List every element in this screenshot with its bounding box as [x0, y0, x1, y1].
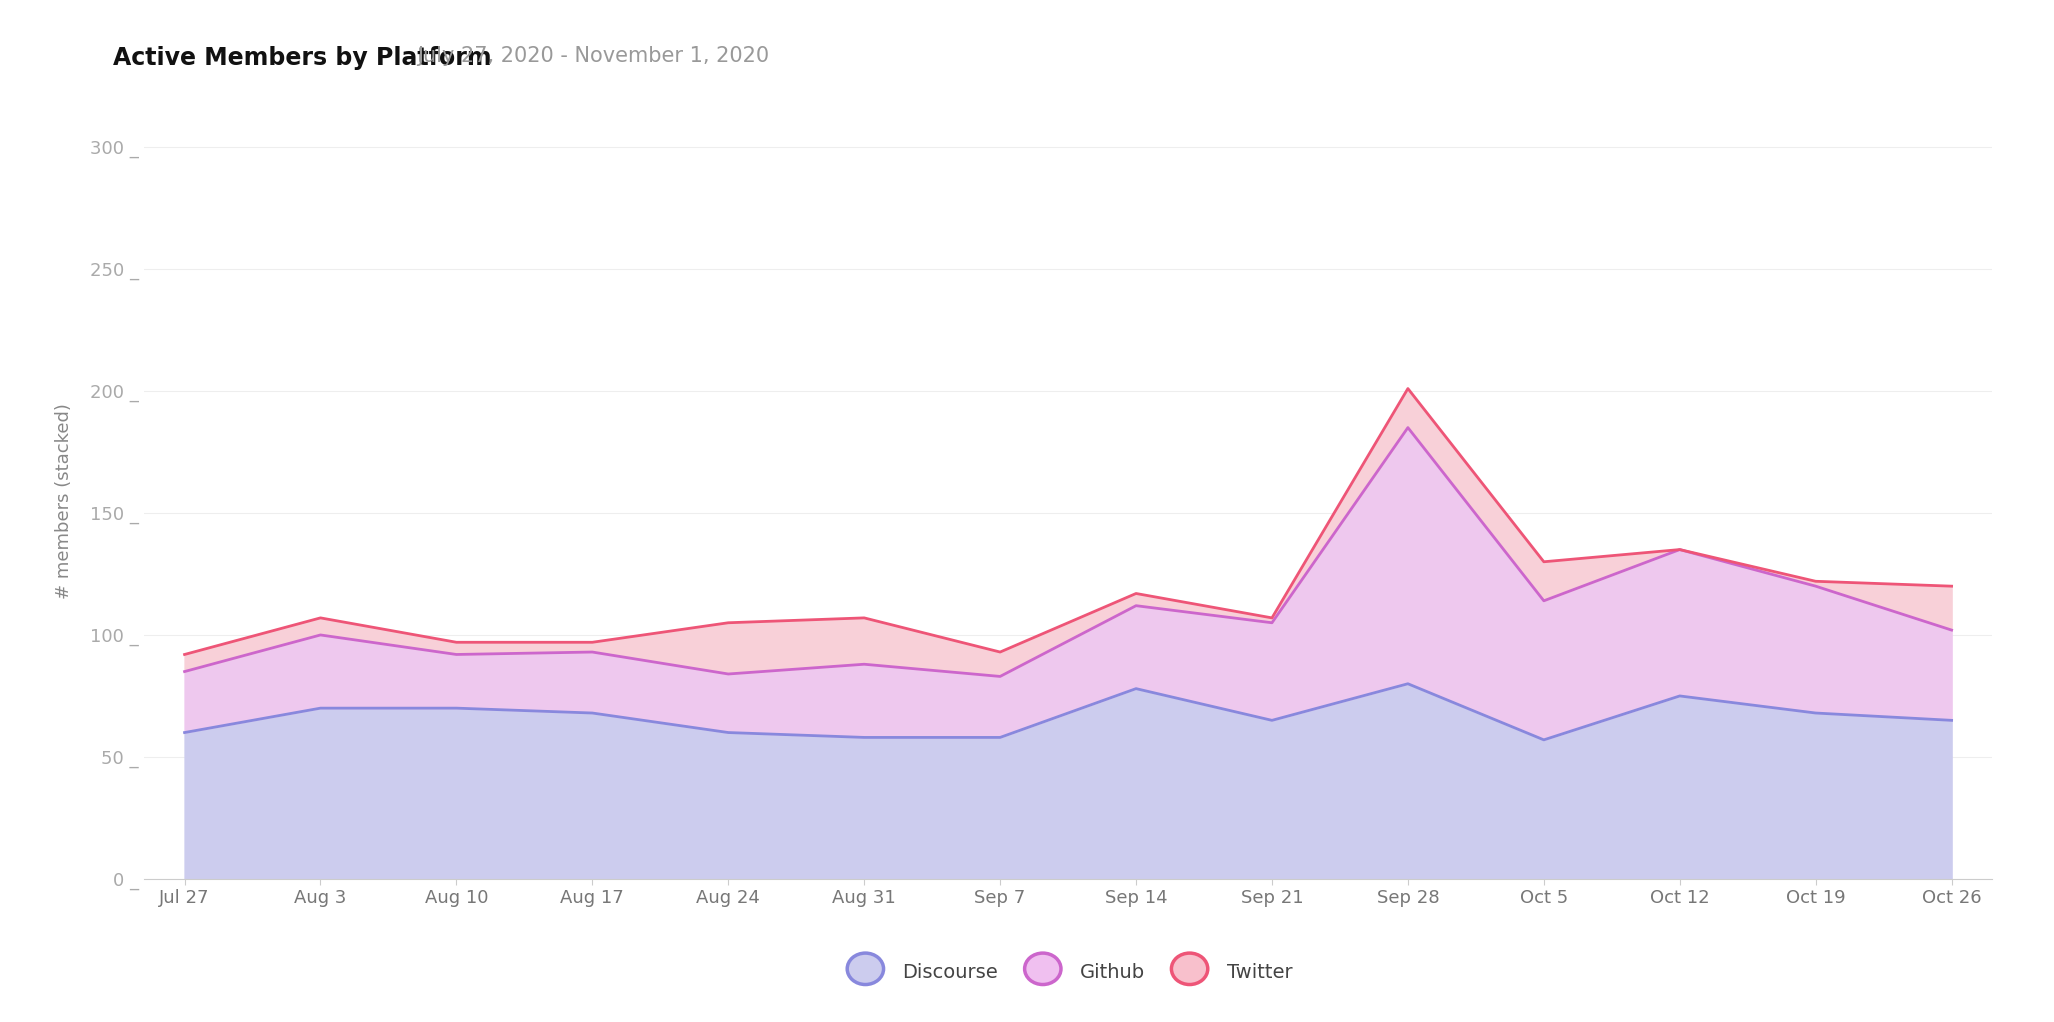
Text: Active Members by Platform: Active Members by Platform — [113, 46, 491, 69]
Legend: Discourse, Github, Twitter: Discourse, Github, Twitter — [836, 953, 1300, 990]
Text: July 27, 2020 - November 1, 2020: July 27, 2020 - November 1, 2020 — [417, 46, 768, 66]
Y-axis label: # members (stacked): # members (stacked) — [55, 403, 74, 599]
